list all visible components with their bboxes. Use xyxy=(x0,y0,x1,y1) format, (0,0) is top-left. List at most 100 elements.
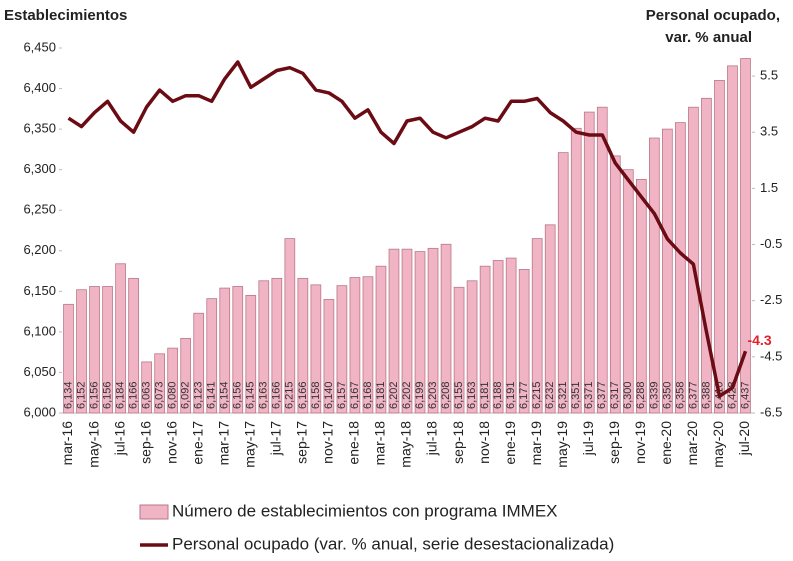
bar-value-label: 6,181 xyxy=(479,381,491,409)
bar xyxy=(271,277,283,414)
x-tick-label: jul-16 xyxy=(111,421,127,456)
bar xyxy=(479,265,491,414)
x-tick-label: jul-17 xyxy=(268,421,284,456)
bar-value-label: 6,358 xyxy=(674,381,686,409)
x-tick-label: ene-17 xyxy=(189,421,205,465)
bar xyxy=(297,277,309,414)
bar xyxy=(154,353,165,414)
bar-value-label: 6,163 xyxy=(466,381,478,409)
bar xyxy=(583,111,595,414)
bar-value-label: 6,184 xyxy=(114,381,126,409)
bar xyxy=(323,299,335,414)
x-tick-label: ene-19 xyxy=(502,421,518,465)
x-tick-label: nov-18 xyxy=(476,421,492,464)
y-tick-label: 6,200 xyxy=(23,242,56,257)
bar-value-label: 6,202 xyxy=(388,381,400,409)
y-tick-label: 6,300 xyxy=(23,161,56,176)
bar xyxy=(596,106,608,414)
bar-value-label: 6,177 xyxy=(518,381,530,409)
bar xyxy=(128,277,139,414)
y2-tick-label: -0.5 xyxy=(760,236,782,251)
y-tick-label: 6,250 xyxy=(23,202,56,217)
bar-value-label: 6,300 xyxy=(622,381,634,409)
bar xyxy=(675,122,686,414)
bar-value-label: 6,208 xyxy=(440,381,452,409)
y2-axis-title: Personal ocupado, xyxy=(646,7,780,24)
y2-tick-label: 1.5 xyxy=(760,180,778,195)
bar xyxy=(362,276,374,414)
y-tick-label: 6,400 xyxy=(23,80,56,95)
bar xyxy=(453,286,465,414)
bar-value-label: 6,351 xyxy=(570,381,582,409)
bar xyxy=(531,238,543,414)
bar-value-label: 6,168 xyxy=(362,381,374,409)
bar-value-label: 6,166 xyxy=(297,381,309,409)
x-tick-label: jul-19 xyxy=(580,421,596,456)
bar xyxy=(284,238,296,414)
y2-axis-title: var. % anual xyxy=(665,29,752,46)
x-tick-label: nov-17 xyxy=(320,421,336,464)
bar-value-label: 6,092 xyxy=(180,381,192,409)
bar-value-label: 6,156 xyxy=(88,381,100,409)
bar-value-label: 6,155 xyxy=(453,381,465,409)
bar-value-label: 6,073 xyxy=(154,381,166,409)
bar-value-label: 6,152 xyxy=(75,381,87,409)
y-axis-title: Establecimientos xyxy=(4,7,127,24)
bar-value-label: 6,140 xyxy=(323,381,335,409)
x-tick-label: jul-20 xyxy=(736,421,752,456)
x-tick-label: mar-16 xyxy=(59,421,75,466)
bar-value-label: 6,288 xyxy=(635,381,647,409)
line xyxy=(67,60,748,398)
bar xyxy=(401,248,413,414)
bar-value-label: 6,063 xyxy=(141,381,153,409)
bar xyxy=(102,286,113,414)
bar xyxy=(180,337,192,414)
bar-value-label: 6,141 xyxy=(206,381,218,409)
x-tick-label: mar-18 xyxy=(372,421,388,466)
bar xyxy=(219,287,231,414)
x-tick-label: sep-17 xyxy=(294,421,310,464)
bar xyxy=(245,294,257,414)
bar-value-label: 6,163 xyxy=(258,381,270,409)
bar xyxy=(76,289,87,414)
x-tick-label: mar-17 xyxy=(215,421,231,466)
x-tick-label: nov-16 xyxy=(163,421,179,464)
line-value-label: -4.3 xyxy=(747,332,771,348)
bar xyxy=(662,128,673,414)
bar xyxy=(232,286,244,414)
x-tick-label: ene-20 xyxy=(658,421,674,465)
y2-tick-label: -6.5 xyxy=(760,404,782,419)
bar-value-label: 6,167 xyxy=(349,381,361,409)
bar-value-label: 6,232 xyxy=(544,381,556,409)
bar-value-label: 6,339 xyxy=(648,381,660,409)
x-tick-label: sep-18 xyxy=(450,421,466,464)
bar-value-label: 6,199 xyxy=(414,381,426,409)
x-tick-label: may-18 xyxy=(398,421,414,468)
y2-tick-label: -2.5 xyxy=(760,292,782,307)
y-tick-label: 6,050 xyxy=(23,364,56,379)
y2-tick-label: 3.5 xyxy=(760,124,778,139)
bar xyxy=(206,298,218,414)
bar xyxy=(310,284,322,414)
bar-value-label: 6,134 xyxy=(62,381,74,409)
bar xyxy=(388,248,400,414)
x-tick-label: may-16 xyxy=(85,421,101,468)
bar xyxy=(740,58,751,414)
bar xyxy=(609,155,621,414)
bar xyxy=(557,152,569,414)
bar xyxy=(89,286,100,414)
x-tick-label: jul-18 xyxy=(424,421,440,456)
bar-value-label: 6,166 xyxy=(128,381,140,409)
bar-value-label: 6,080 xyxy=(167,381,179,409)
y-tick-label: 6,450 xyxy=(23,39,56,54)
bar-value-label: 6,157 xyxy=(336,381,348,409)
x-tick-label: sep-19 xyxy=(606,421,622,464)
bar xyxy=(505,257,517,414)
bar-value-label: 6,156 xyxy=(101,381,113,409)
x-tick-label: mar-19 xyxy=(528,421,544,466)
bar xyxy=(492,260,504,414)
bar-value-label: 6,202 xyxy=(401,381,413,409)
y-tick-label: 6,350 xyxy=(23,121,56,136)
bar xyxy=(167,347,179,414)
